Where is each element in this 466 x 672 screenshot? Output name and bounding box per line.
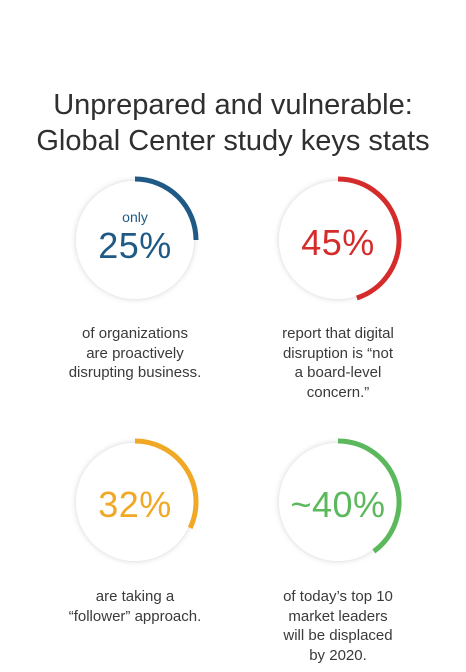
stat-prefix: only [122, 209, 148, 225]
stat-caption: of organizations are proactively disrupt… [68, 325, 202, 381]
title-line-2: Global Center study keys stats [36, 125, 430, 157]
progress-arc [337, 438, 402, 554]
title-line-1: Unprepared and vulnerable: [53, 89, 413, 121]
stat-caption: are taking a “follower” approach. [68, 588, 202, 625]
stat-value: 32% [98, 484, 172, 525]
stat-value: 45% [301, 222, 375, 263]
stat-caption: report that digital disruption is “not a… [282, 325, 394, 401]
progress-ring [76, 176, 199, 299]
stat-value: 25% [98, 225, 172, 266]
stat-value: ~40% [290, 484, 386, 525]
progress-ring [76, 438, 199, 561]
stat-circle-25: only 25% [70, 176, 210, 318]
stat-circle-32: 32% [70, 438, 210, 580]
progress-ring [279, 176, 402, 301]
progress-arc [134, 176, 199, 241]
stat-caption: of today’s top 10 market leaders will be… [283, 588, 393, 664]
progress-arc [134, 438, 199, 530]
stat-circle-40: ~40% [273, 438, 413, 580]
progress-ring [279, 438, 402, 561]
progress-arc [337, 176, 402, 301]
stat-circle-45: 45% [273, 176, 413, 318]
